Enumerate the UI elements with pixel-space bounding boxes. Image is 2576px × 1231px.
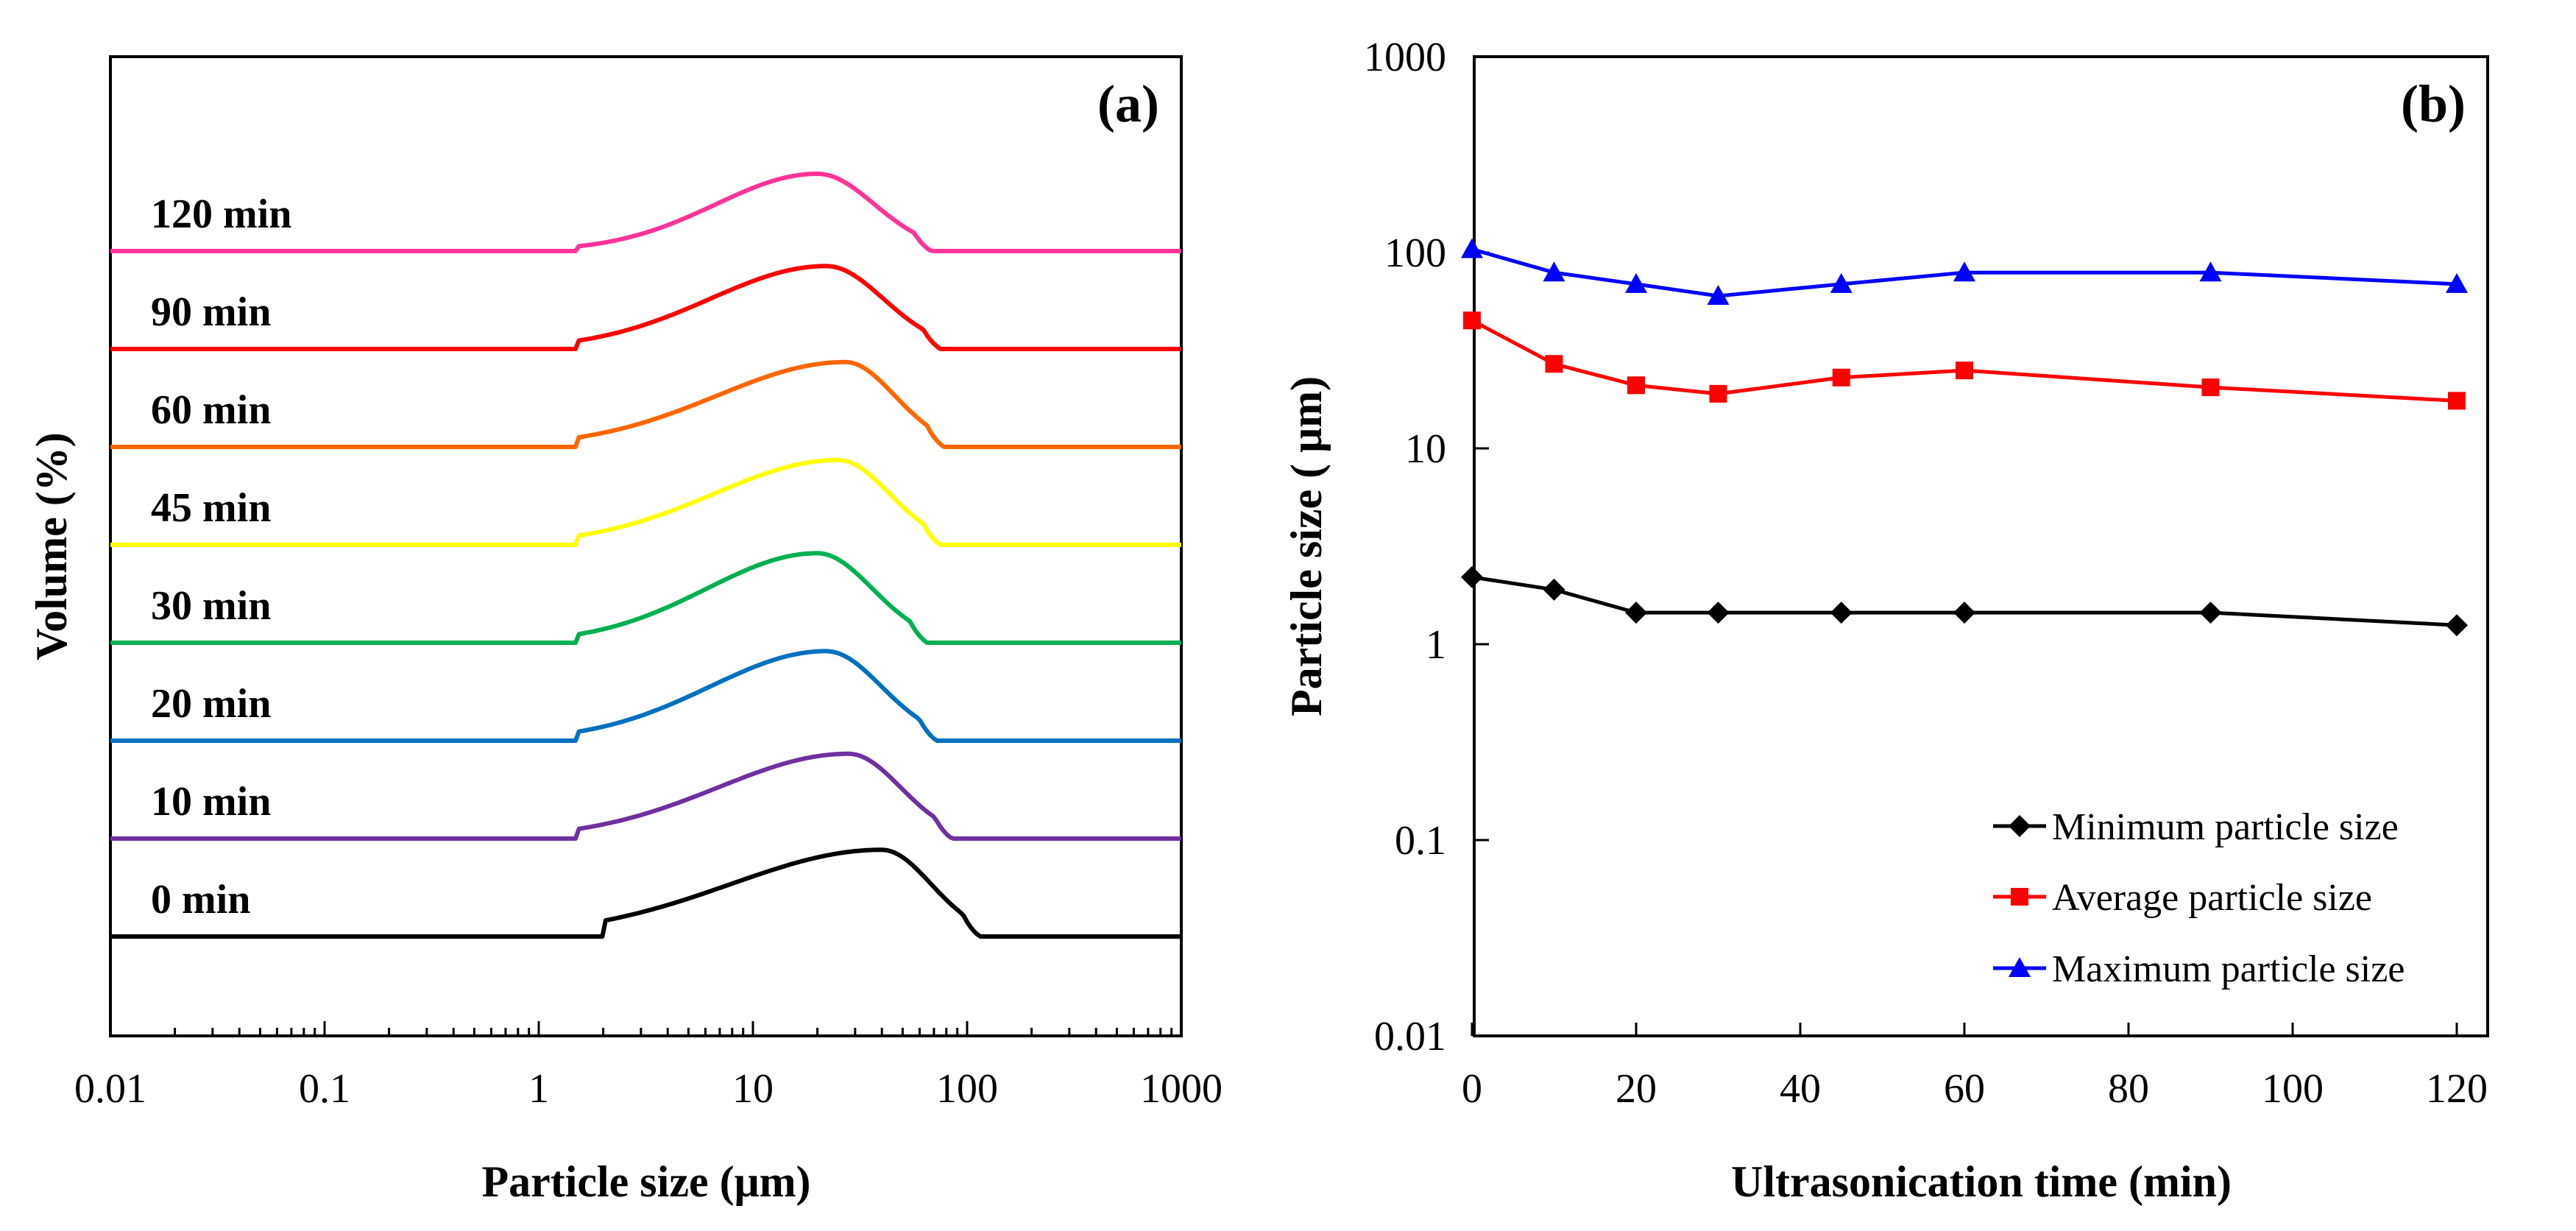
- data-point-maximum: [1461, 238, 1483, 258]
- data-point-maximum: [1830, 272, 1853, 293]
- panel-a-x-tick-label: 0.01: [74, 1066, 146, 1112]
- data-point-maximum: [1625, 272, 1647, 293]
- data-point-minimum: [1953, 602, 1975, 624]
- curve-10-min: [110, 751, 1181, 841]
- panel-b-legend: Minimum particle size Average particle si…: [1993, 806, 2405, 990]
- panel-a-x-tick-label: 100: [936, 1066, 998, 1112]
- panel-b-x-tick-label: 100: [2262, 1066, 2324, 1112]
- data-point-minimum: [1830, 602, 1853, 624]
- legend-label-minimum: Minimum particle size: [2052, 806, 2399, 848]
- legend-swatch-marker-average: [2011, 888, 2028, 906]
- series-line-minimum: [1471, 575, 2458, 627]
- panel-b-x-tick-label: 120: [2426, 1066, 2488, 1112]
- data-point-average: [2448, 392, 2466, 410]
- panel-a-x-tick-label: 10: [732, 1066, 774, 1112]
- panel-b-x-axis-title: Ultrasonication time (min): [1731, 1157, 2232, 1206]
- data-point-minimum: [1543, 578, 1565, 601]
- data-point-average: [1545, 355, 1563, 373]
- panel-b-y-tick-label: 0.01: [1374, 1014, 1446, 1059]
- panel-b-y-axis-title: Particle size ( μm): [1282, 376, 1331, 716]
- curve-30-min: [110, 551, 1181, 645]
- legend-swatch-marker-minimum: [2009, 815, 2031, 837]
- curve-60-min: [110, 359, 1181, 449]
- data-point-average: [2201, 378, 2220, 397]
- data-point-minimum: [1625, 602, 1647, 624]
- panel-a-y-axis-title: Volume (%): [27, 432, 76, 660]
- panel-b-y-tick-label: 1: [1426, 622, 1446, 668]
- panel-b: (b) Ultrasonication time (min) Particle …: [1282, 35, 2489, 1206]
- panel-a-x-tick-label: 1000: [1140, 1066, 1222, 1112]
- series-line-maximum: [1471, 247, 2458, 298]
- curve-label: 20 min: [151, 681, 271, 727]
- curve-45-min: [110, 457, 1181, 547]
- panel-b-y-tick-label: 10: [1405, 426, 1446, 472]
- panel-a-x-axis-title: Particle size (μm): [481, 1157, 810, 1206]
- data-point-minimum: [2446, 614, 2468, 637]
- series-line-average: [1471, 318, 2458, 403]
- curve-label: 10 min: [151, 779, 271, 825]
- panel-a-tag: (a): [1097, 74, 1159, 133]
- panel-b-x-tick-label: 40: [1780, 1066, 1821, 1112]
- panel-a-x-tick-label: 1: [528, 1066, 549, 1112]
- data-point-maximum: [2446, 272, 2468, 293]
- data-point-minimum: [2199, 602, 2222, 624]
- data-point-average: [1463, 311, 1481, 330]
- curve-label: 30 min: [151, 583, 271, 629]
- data-point-average: [1956, 361, 1973, 380]
- panel-b-y-tick-label: 100: [1384, 230, 1446, 276]
- curve-120-min: [110, 172, 1181, 253]
- panel-b-x-tick-label: 60: [1944, 1066, 1985, 1112]
- panel-b-y-tick-label: 0.1: [1395, 818, 1446, 864]
- legend-label-maximum: Maximum particle size: [2052, 948, 2405, 990]
- panel-b-x-tick-label: 20: [1616, 1066, 1657, 1112]
- panel-a-x-ticks: 0.01 0.1 1 10 100 1000: [74, 1021, 1222, 1112]
- panel-b-y-tick-label: 1000: [1364, 35, 1446, 80]
- data-point-minimum: [1461, 565, 1483, 588]
- legend-label-average: Average particle size: [2052, 877, 2372, 919]
- curve-label: 90 min: [151, 289, 271, 335]
- data-point-average: [1627, 376, 1645, 395]
- curve-label: 0 min: [151, 877, 250, 923]
- legend-swatch-marker-maximum: [2009, 957, 2031, 977]
- data-point-maximum: [2199, 261, 2222, 282]
- panel-b-series: [1461, 238, 2468, 637]
- panel-a-curves: 0 min 10 min 20 min 30 min 45 min 60 min 90 mi…: [110, 172, 1181, 939]
- data-point-maximum: [1707, 285, 1730, 306]
- curve-label: 60 min: [151, 387, 271, 433]
- curve-label: 45 min: [151, 485, 271, 531]
- panel-b-tag: (b): [2401, 74, 2466, 133]
- data-point-maximum: [1543, 261, 1565, 282]
- panel-b-x-tick-label: 0: [1462, 1066, 1482, 1112]
- curve-90-min: [110, 264, 1181, 351]
- curve-20-min: [110, 649, 1181, 743]
- panel-b-x-tick-label: 80: [2108, 1066, 2149, 1112]
- panel-a-x-tick-label: 0.1: [299, 1066, 350, 1112]
- data-point-average: [1832, 368, 1850, 387]
- curve-0-min: [110, 847, 1181, 939]
- panel-b-frame: [1473, 55, 2489, 1037]
- data-point-average: [1709, 384, 1727, 403]
- curve-label: 120 min: [151, 191, 291, 237]
- data-point-minimum: [1707, 602, 1730, 624]
- data-point-maximum: [1953, 261, 1975, 282]
- panel-a: (a) Particle size (μm) Volume (%) 0.01 0.…: [27, 55, 1222, 1206]
- panel-b-ticks: 0.01 0.1 1 10 100 1000 0 20 40 60 80 100 120: [1364, 35, 2488, 1112]
